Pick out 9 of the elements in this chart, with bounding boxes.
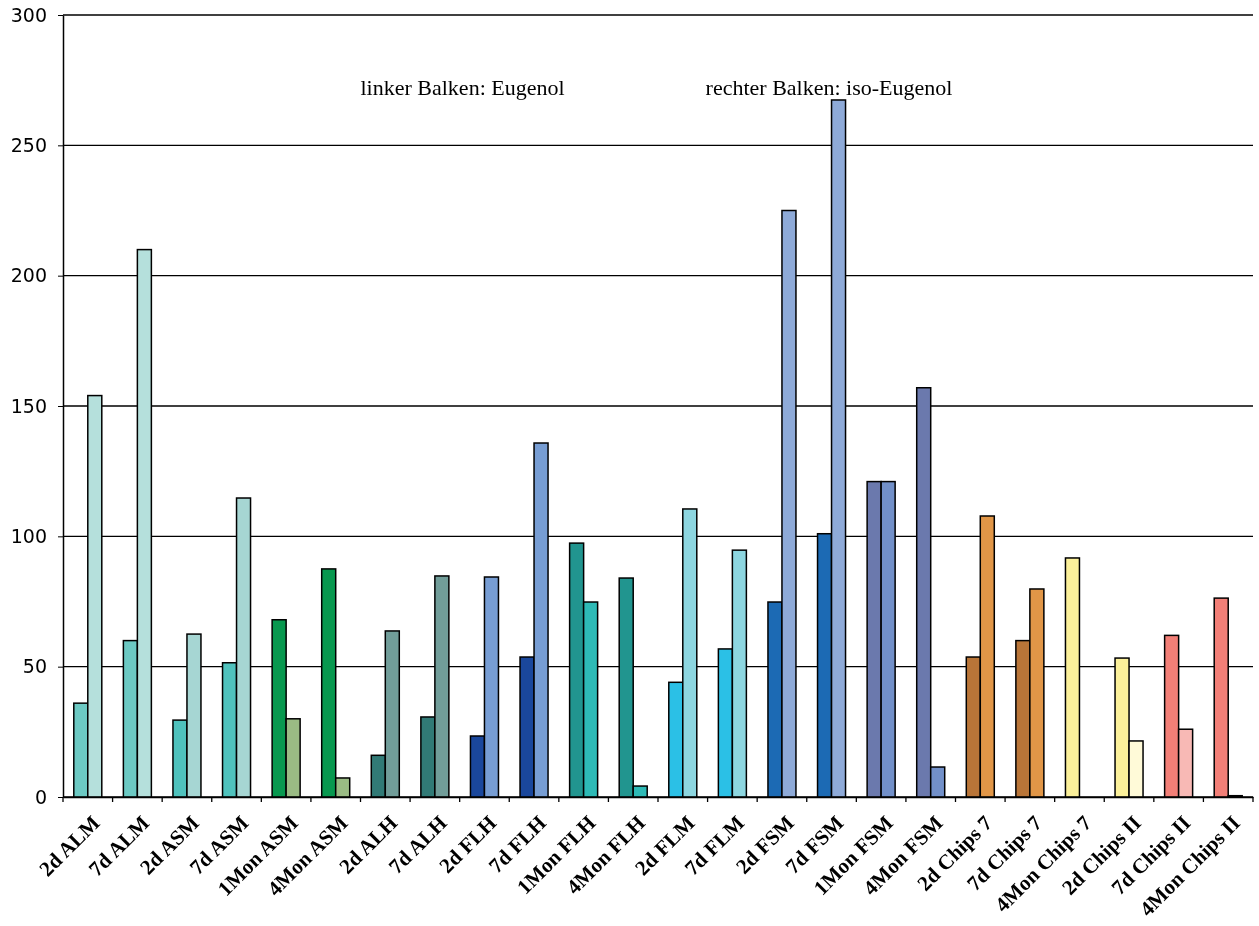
y-tick-label: 50 xyxy=(22,655,47,678)
y-tick-label: 0 xyxy=(34,785,47,808)
y-tick-label: 100 xyxy=(10,524,47,547)
y-tick-label: 200 xyxy=(10,264,47,287)
y-tick-label: 300 xyxy=(10,3,47,26)
y-tick-label: 150 xyxy=(10,394,47,417)
y-tick-label: 250 xyxy=(10,133,47,156)
annotation: rechter Balken: iso-Eugenol xyxy=(705,75,953,100)
annotation: linker Balken: Eugenol xyxy=(360,75,565,100)
